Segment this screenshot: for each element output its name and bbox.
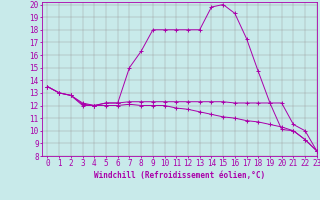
X-axis label: Windchill (Refroidissement éolien,°C): Windchill (Refroidissement éolien,°C) (94, 171, 265, 180)
